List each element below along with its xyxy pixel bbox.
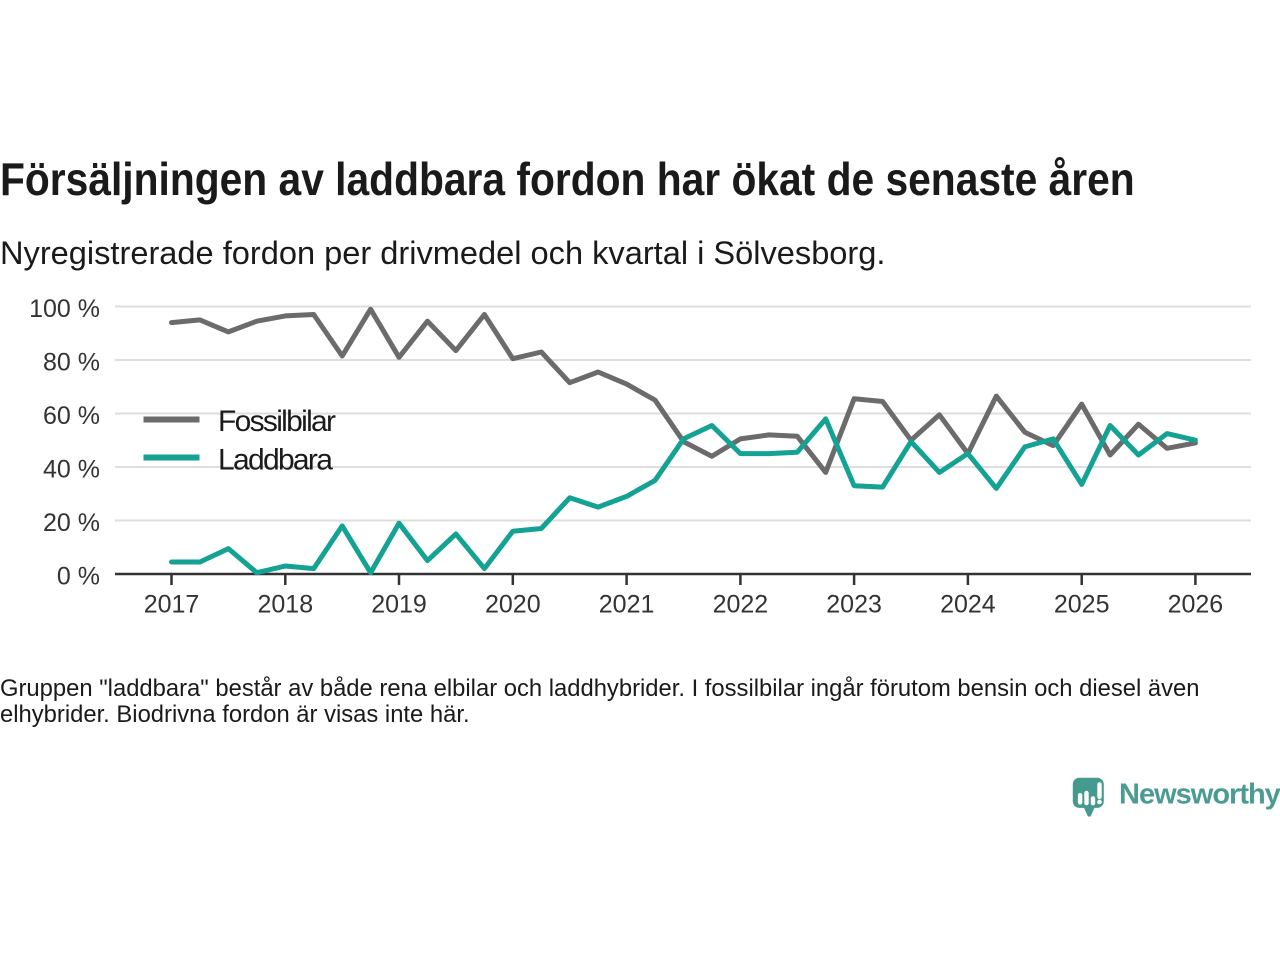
svg-text:2023: 2023	[826, 591, 882, 619]
svg-text:2022: 2022	[713, 591, 769, 619]
svg-text:20 %: 20 %	[43, 509, 100, 537]
svg-text:Newsworthy: Newsworthy	[1119, 779, 1280, 811]
svg-text:2019: 2019	[371, 591, 427, 619]
svg-text:100 %: 100 %	[29, 295, 100, 323]
svg-text:2021: 2021	[599, 591, 655, 619]
svg-text:2025: 2025	[1054, 591, 1110, 619]
svg-text:Laddbara: Laddbara	[218, 444, 333, 477]
svg-text:2020: 2020	[485, 591, 541, 619]
svg-text:2018: 2018	[257, 591, 313, 619]
svg-text:0 %: 0 %	[57, 563, 100, 591]
svg-text:2024: 2024	[940, 591, 996, 619]
svg-text:2026: 2026	[1168, 591, 1224, 619]
svg-text:40 %: 40 %	[43, 456, 100, 484]
svg-text:60 %: 60 %	[43, 402, 100, 430]
svg-text:2017: 2017	[144, 591, 200, 619]
svg-text:Fossilbilar: Fossilbilar	[218, 405, 336, 438]
svg-text:80 %: 80 %	[43, 349, 100, 377]
